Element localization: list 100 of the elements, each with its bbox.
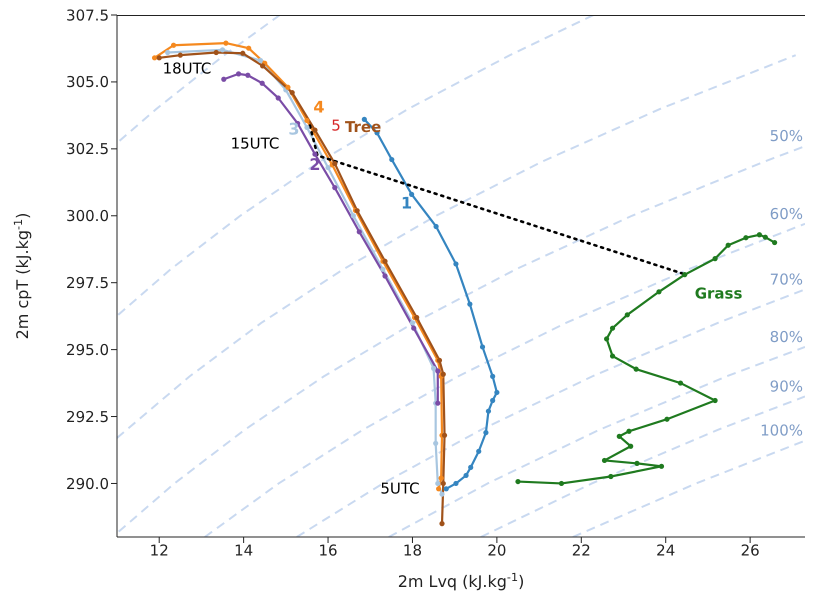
point bbox=[664, 416, 670, 422]
point bbox=[444, 486, 449, 492]
series-label: 70% bbox=[770, 270, 803, 288]
point bbox=[602, 458, 608, 464]
point bbox=[389, 156, 394, 162]
y-tick-label: 305.0 bbox=[66, 73, 109, 92]
point bbox=[220, 47, 226, 52]
x-tick-label: 20 bbox=[487, 542, 506, 560]
point bbox=[490, 374, 496, 379]
line-series bbox=[480, 395, 805, 537]
point bbox=[430, 366, 436, 371]
point bbox=[483, 430, 489, 436]
point bbox=[433, 440, 438, 446]
point bbox=[350, 213, 356, 218]
point bbox=[624, 312, 630, 318]
point bbox=[170, 42, 176, 48]
point bbox=[290, 90, 295, 96]
point bbox=[682, 272, 688, 278]
point bbox=[236, 71, 242, 76]
point bbox=[356, 229, 362, 234]
series-label: 80% bbox=[770, 328, 803, 346]
point bbox=[245, 72, 250, 78]
series-label: Grass bbox=[694, 284, 742, 303]
line-series bbox=[204, 222, 805, 537]
point bbox=[260, 80, 265, 86]
x-axis-title: 2m Lvq (kJ.kg$^{-1}$) bbox=[398, 570, 524, 591]
y-tick-label: 307.5 bbox=[66, 6, 109, 24]
point bbox=[380, 266, 386, 272]
point bbox=[712, 256, 718, 262]
y-tick-label: 295.0 bbox=[66, 340, 109, 359]
point bbox=[312, 128, 318, 133]
point bbox=[726, 242, 731, 248]
annotation: 5 bbox=[331, 116, 341, 134]
y-tick-label: 300.0 bbox=[66, 207, 109, 226]
point bbox=[246, 46, 252, 51]
x-tick-label: 22 bbox=[572, 542, 591, 560]
point bbox=[756, 232, 762, 238]
point bbox=[772, 240, 778, 246]
point bbox=[285, 84, 291, 90]
point bbox=[332, 160, 338, 166]
point bbox=[678, 380, 684, 386]
point bbox=[165, 50, 170, 56]
point bbox=[467, 302, 472, 307]
line-series bbox=[117, 15, 595, 316]
point bbox=[626, 428, 632, 434]
point bbox=[221, 76, 226, 82]
annotation: 15UTC bbox=[230, 134, 280, 152]
point bbox=[312, 152, 318, 157]
annotation: 18UTC bbox=[162, 59, 212, 78]
point bbox=[304, 124, 310, 130]
y-tick-label: 302.5 bbox=[66, 140, 109, 158]
point bbox=[743, 235, 749, 240]
point bbox=[439, 521, 445, 526]
point bbox=[658, 464, 664, 469]
point bbox=[435, 368, 440, 374]
point bbox=[276, 95, 281, 101]
point bbox=[260, 63, 266, 68]
point bbox=[616, 434, 622, 439]
point bbox=[178, 52, 183, 58]
series-label: 100% bbox=[760, 422, 803, 440]
point bbox=[436, 486, 442, 492]
point bbox=[304, 118, 310, 124]
point bbox=[156, 55, 162, 60]
point bbox=[656, 289, 662, 294]
point bbox=[494, 390, 500, 396]
point bbox=[332, 185, 338, 190]
point bbox=[490, 398, 496, 404]
point bbox=[604, 336, 610, 342]
x-tick-label: 26 bbox=[740, 542, 760, 560]
annotation: 5UTC bbox=[380, 479, 420, 498]
point bbox=[435, 480, 440, 486]
x-tick-label: 16 bbox=[318, 542, 338, 560]
series-label: 90% bbox=[770, 377, 803, 396]
point bbox=[476, 448, 482, 454]
line-series bbox=[296, 288, 805, 537]
point bbox=[438, 476, 444, 481]
point bbox=[440, 480, 446, 486]
point bbox=[762, 234, 768, 240]
point bbox=[610, 353, 616, 359]
y-tick-label: 292.5 bbox=[66, 408, 109, 426]
series-label: 4 bbox=[313, 97, 325, 116]
point bbox=[628, 444, 634, 449]
point bbox=[608, 474, 614, 480]
point bbox=[325, 164, 331, 170]
point bbox=[223, 40, 228, 46]
series-label: 50% bbox=[770, 127, 803, 146]
point bbox=[463, 472, 469, 478]
point bbox=[558, 480, 564, 486]
point bbox=[411, 326, 416, 331]
point bbox=[515, 478, 521, 484]
point bbox=[480, 344, 486, 350]
point bbox=[152, 55, 158, 60]
point bbox=[439, 492, 445, 497]
point bbox=[468, 464, 474, 470]
point bbox=[240, 50, 246, 56]
point bbox=[634, 460, 640, 466]
x-tick-label: 12 bbox=[150, 542, 169, 560]
x-tick-label: 18 bbox=[402, 542, 422, 560]
y-tick-label: 297.5 bbox=[66, 274, 109, 292]
series-label: 60% bbox=[770, 204, 803, 223]
